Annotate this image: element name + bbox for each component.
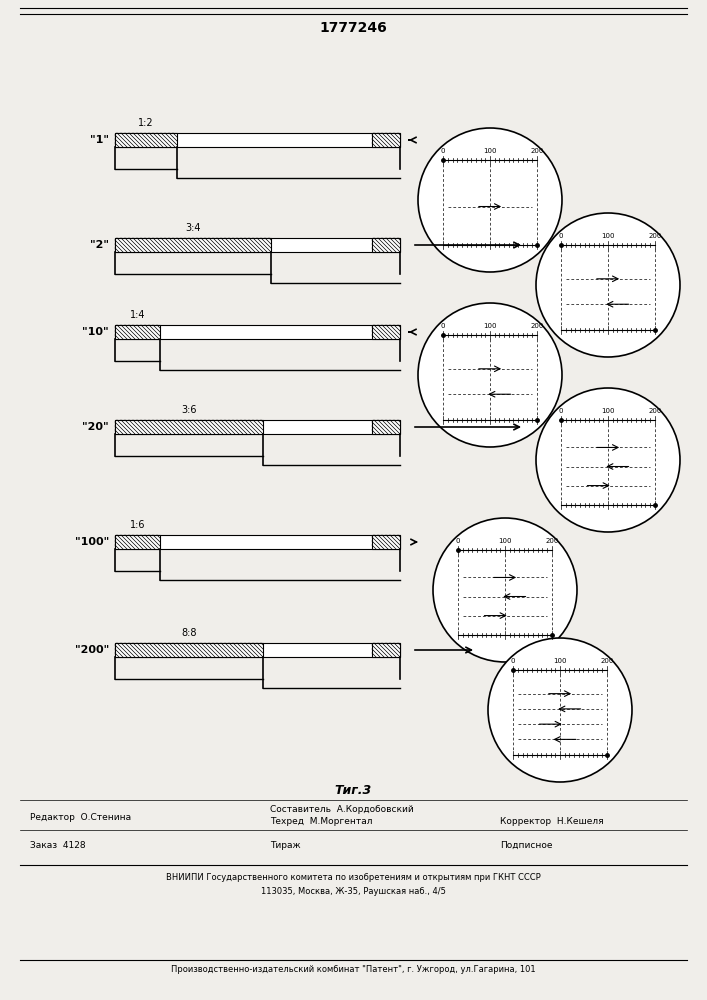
Circle shape bbox=[418, 303, 562, 447]
Circle shape bbox=[418, 128, 562, 272]
Text: 0: 0 bbox=[441, 148, 445, 154]
Text: Редактор  О.Стенина: Редактор О.Стенина bbox=[30, 812, 131, 822]
Bar bbox=[115, 133, 177, 147]
Text: 100: 100 bbox=[484, 148, 497, 154]
Bar bbox=[372, 420, 400, 434]
Text: "10": "10" bbox=[83, 327, 109, 337]
Text: 100: 100 bbox=[484, 323, 497, 329]
Text: 1:4: 1:4 bbox=[130, 310, 145, 320]
Text: Корректор  Н.Кешеля: Корректор Н.Кешеля bbox=[500, 818, 604, 826]
Text: 113035, Москва, Ж-35, Раушская наб., 4/5: 113035, Москва, Ж-35, Раушская наб., 4/5 bbox=[261, 888, 445, 896]
Text: 100: 100 bbox=[554, 658, 567, 664]
Text: 0: 0 bbox=[441, 323, 445, 329]
Bar bbox=[372, 238, 400, 252]
Text: 200: 200 bbox=[648, 408, 662, 414]
Text: 1777246: 1777246 bbox=[319, 21, 387, 35]
Circle shape bbox=[536, 213, 680, 357]
Bar bbox=[115, 535, 160, 549]
Text: 3:4: 3:4 bbox=[185, 223, 201, 233]
Text: Τиг.3: Τиг.3 bbox=[334, 784, 372, 796]
Bar bbox=[115, 325, 400, 339]
Bar bbox=[115, 420, 400, 434]
Text: "2": "2" bbox=[90, 240, 109, 250]
Text: Заказ  4128: Заказ 4128 bbox=[30, 840, 86, 850]
Text: 0: 0 bbox=[456, 538, 460, 544]
Text: 3:6: 3:6 bbox=[181, 405, 197, 415]
Text: 200: 200 bbox=[545, 538, 559, 544]
Text: 100: 100 bbox=[601, 233, 615, 239]
Circle shape bbox=[433, 518, 577, 662]
Bar bbox=[115, 133, 400, 147]
Text: 200: 200 bbox=[600, 658, 614, 664]
Text: "20": "20" bbox=[83, 422, 109, 432]
Text: ВНИИПИ Государственного комитета по изобретениям и открытиям при ГКНТ СССР: ВНИИПИ Государственного комитета по изоб… bbox=[165, 874, 540, 882]
Bar bbox=[372, 643, 400, 657]
Bar bbox=[372, 325, 400, 339]
Text: Подписное: Подписное bbox=[500, 840, 552, 850]
Bar bbox=[115, 325, 160, 339]
Text: Тираж: Тираж bbox=[270, 840, 300, 850]
Bar bbox=[115, 238, 400, 252]
Bar bbox=[115, 420, 263, 434]
Text: 1:2: 1:2 bbox=[138, 118, 154, 128]
Text: 100: 100 bbox=[601, 408, 615, 414]
Bar bbox=[372, 133, 400, 147]
Text: 200: 200 bbox=[648, 233, 662, 239]
Text: "200": "200" bbox=[75, 645, 109, 655]
Text: 0: 0 bbox=[511, 658, 515, 664]
Bar bbox=[372, 535, 400, 549]
Text: 200: 200 bbox=[530, 148, 544, 154]
Text: "100": "100" bbox=[75, 537, 109, 547]
Text: Техред  М.Моргентал: Техред М.Моргентал bbox=[270, 818, 373, 826]
Text: Составитель  А.Кордобовский: Составитель А.Кордобовский bbox=[270, 806, 414, 814]
Text: 0: 0 bbox=[559, 408, 563, 414]
Text: Производственно-издательский комбинат "Патент", г. Ужгород, ул.Гагарина, 101: Производственно-издательский комбинат "П… bbox=[170, 966, 535, 974]
Bar bbox=[115, 238, 271, 252]
Text: 8:8: 8:8 bbox=[181, 628, 197, 638]
Text: "1": "1" bbox=[90, 135, 109, 145]
Bar bbox=[115, 643, 400, 657]
Circle shape bbox=[488, 638, 632, 782]
Bar bbox=[115, 535, 400, 549]
Circle shape bbox=[536, 388, 680, 532]
Text: 1:6: 1:6 bbox=[130, 520, 145, 530]
Text: 200: 200 bbox=[530, 323, 544, 329]
Text: 100: 100 bbox=[498, 538, 512, 544]
Text: 0: 0 bbox=[559, 233, 563, 239]
Bar bbox=[115, 643, 263, 657]
